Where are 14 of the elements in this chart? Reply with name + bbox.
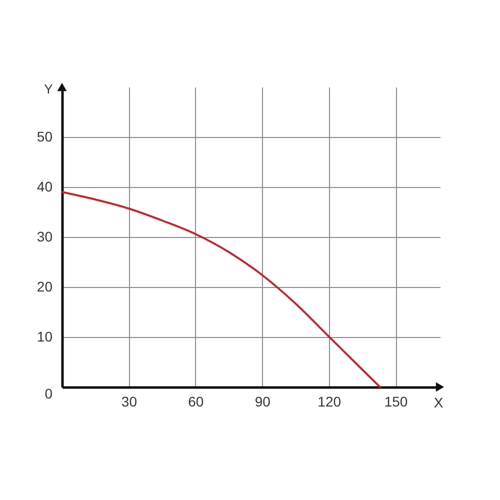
y-tick-label: 10 [36, 328, 53, 344]
x-tick-label: 150 [384, 394, 408, 410]
x-tick-label: 60 [188, 394, 204, 410]
line-series [61, 191, 381, 388]
y-tick-label: 0 [44, 386, 53, 402]
y-tick-label: 30 [36, 228, 53, 244]
y-tick-label: 20 [36, 278, 53, 294]
y-axis-title: Y [44, 82, 54, 96]
y-tick-label: 50 [36, 128, 53, 144]
y-tick-label: 40 [36, 178, 53, 194]
x-tick-label: 30 [121, 394, 138, 410]
x-tick-label: 120 [318, 394, 342, 410]
x-axis-title: X [434, 394, 444, 410]
x-tick-label: 90 [254, 394, 271, 410]
